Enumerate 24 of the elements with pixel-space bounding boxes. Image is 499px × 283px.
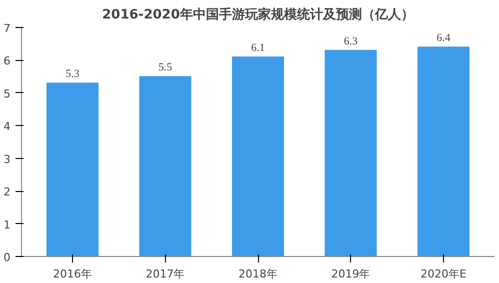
x-tick-label: 2019年 [331,268,370,280]
data-label: 6.1 [251,42,265,54]
data-label: 5.3 [66,68,80,80]
y-tick-label: 0 [4,251,10,264]
x-tick-label: 2016年 [53,268,92,280]
x-tick-label: 2020年E [420,268,467,280]
bar [139,76,192,256]
bar [324,50,377,256]
x-tick-label: 2018年 [238,268,278,280]
y-tick-label: 6 [4,54,10,68]
data-label: 6.3 [344,35,358,48]
data-label: 6.4 [436,32,451,44]
y-tick-label: 1 [4,218,10,232]
y-tick-label: 4 [4,120,10,134]
bar [417,46,470,256]
chart-title: 2016-2020年中国手游玩家规模统计及预测（亿人） [102,6,414,22]
x-tick-label: 2017年 [146,268,185,280]
y-tick-label: 7 [4,22,10,35]
bar [46,82,99,256]
bar [232,56,284,256]
y-tick-label: 2 [4,186,10,199]
data-label: 5.5 [158,62,173,74]
y-tick-label: 3 [4,152,10,166]
y-tick-label: 5 [4,87,10,100]
